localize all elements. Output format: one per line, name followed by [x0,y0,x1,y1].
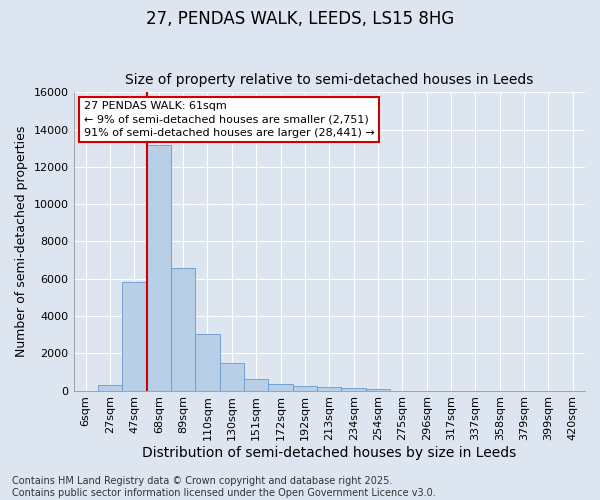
Bar [171,268,196,390]
Text: Contains HM Land Registry data © Crown copyright and database right 2025.
Contai: Contains HM Land Registry data © Crown c… [12,476,436,498]
Bar [268,384,293,390]
Y-axis label: Number of semi-detached properties: Number of semi-detached properties [15,126,28,357]
Text: 27 PENDAS WALK: 61sqm
← 9% of semi-detached houses are smaller (2,751)
91% of se: 27 PENDAS WALK: 61sqm ← 9% of semi-detac… [84,102,374,138]
Bar [317,387,341,390]
Bar [293,386,317,390]
Bar [244,380,268,390]
Title: Size of property relative to semi-detached houses in Leeds: Size of property relative to semi-detach… [125,73,533,87]
Bar [366,388,390,390]
Bar [220,362,244,390]
Bar [146,144,171,390]
Bar [98,385,122,390]
Bar [122,282,146,391]
Bar [196,334,220,390]
Bar [341,388,366,390]
Text: 27, PENDAS WALK, LEEDS, LS15 8HG: 27, PENDAS WALK, LEEDS, LS15 8HG [146,10,454,28]
X-axis label: Distribution of semi-detached houses by size in Leeds: Distribution of semi-detached houses by … [142,446,517,460]
